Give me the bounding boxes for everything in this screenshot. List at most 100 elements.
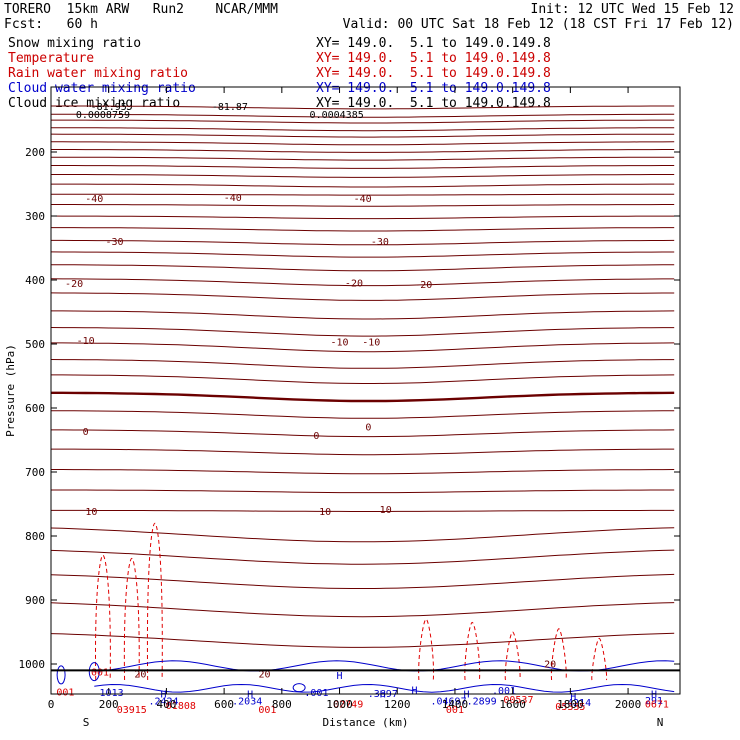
temperature-label: 10 — [319, 507, 331, 518]
rain-contour — [464, 621, 481, 681]
high-marker: H — [463, 689, 469, 700]
isotherm-line — [50, 251, 675, 258]
temperature-label: -30 — [105, 237, 123, 248]
extremum-label: 01808 — [166, 701, 196, 712]
field-temperature-xy: XY= 149.0. 5.1 to 149.0.149.8 — [316, 51, 551, 66]
y-tick-label: 1000 — [19, 658, 46, 671]
cloud-water-cell — [88, 662, 100, 682]
top-annotation: 0.0008759 — [76, 110, 130, 121]
field-snow-name: Snow mixing ratio — [8, 36, 142, 51]
extremum-label: 001 — [258, 705, 276, 716]
isotherm-line — [51, 374, 675, 384]
temperature-label: -20 — [414, 280, 432, 291]
y-tick-label: 600 — [25, 402, 45, 415]
extremum-label: 001 — [56, 688, 74, 699]
isotherm-line — [50, 215, 675, 220]
extremum-label: 001 — [91, 668, 109, 679]
extremum-label: 00537 — [503, 695, 533, 706]
temperature-label: 0 — [313, 431, 319, 442]
isotherm-line — [50, 527, 675, 543]
temperature-label: -20 — [345, 279, 363, 290]
isotherm-line — [51, 113, 675, 118]
x-axis-label: Distance (km) — [322, 716, 408, 729]
isotherm-line — [51, 174, 675, 178]
cloud-water-cell — [56, 665, 66, 685]
temperature-label: 20 — [544, 659, 556, 670]
field-cloud-water-xy: XY= 149.0. 5.1 to 149.0.149.8 — [316, 81, 551, 96]
temperature-label: -10 — [362, 337, 380, 348]
extremum-label: 03915 — [117, 705, 147, 716]
isotherm-line — [51, 227, 675, 232]
isotherm-line — [51, 509, 675, 512]
extremum-label: 05335 — [555, 702, 585, 713]
high-marker: H — [412, 686, 418, 697]
isotherm-line — [51, 119, 675, 124]
temperature-label: 10 — [380, 505, 392, 516]
isotherm-line — [51, 469, 675, 475]
x-tick-label: 2000 — [615, 698, 642, 711]
temperature-label: 20 — [134, 670, 146, 681]
rain-water-contours — [95, 522, 608, 681]
forecast-hour: Fcst: 60 h — [4, 17, 98, 32]
y-axis-label: Pressure (hPa) — [4, 344, 17, 437]
temperature-label: 20 — [258, 670, 270, 681]
x-tick-label: 0 — [48, 698, 55, 711]
isotherm-line — [50, 632, 675, 648]
rain-contour — [146, 522, 163, 681]
temperature-label: -40 — [85, 194, 103, 205]
isotherm-line — [51, 410, 675, 419]
field-rain-name: Rain water mixing ratio — [8, 66, 189, 81]
high-marker: H — [570, 692, 576, 703]
y-tick-label: 300 — [25, 210, 45, 223]
isotherm-line — [51, 489, 675, 494]
isotherm-line — [50, 573, 675, 589]
isotherm-line — [51, 429, 675, 438]
rain-contour — [95, 554, 111, 681]
x-tick-label: 1800 — [557, 698, 584, 711]
isotherm-line — [50, 359, 675, 369]
extremum-label: 001 — [446, 705, 464, 716]
south-end-label: S — [83, 716, 90, 729]
high-marker: H — [651, 689, 657, 700]
y-tick-label: 900 — [25, 594, 45, 607]
isotherm-line — [51, 149, 675, 153]
x-tick-label: 1200 — [384, 698, 411, 711]
temperature-label: -10 — [77, 336, 95, 347]
extremum-label: .2424 — [148, 696, 178, 707]
rain-contour — [550, 628, 567, 681]
north-end-label: N — [657, 716, 664, 729]
temperature-label: -20 — [65, 279, 83, 290]
x-tick-label: 800 — [272, 698, 292, 711]
field-temperature-name: Temperature — [8, 51, 95, 66]
extremum-label: .2034 — [232, 696, 262, 707]
init-time: Init: 12 UTC Wed 15 Feb 12 — [530, 2, 735, 17]
isotherm-line — [50, 602, 675, 618]
high-marker: H — [161, 689, 167, 700]
y-tick-label: 400 — [25, 274, 45, 287]
isotherm-line — [50, 133, 675, 138]
rain-contour — [591, 637, 608, 681]
isotherm-line — [51, 193, 675, 196]
temperature-label: -10 — [331, 337, 349, 348]
extremum-label: .04697.2899 — [430, 696, 496, 707]
x-tick-label: 200 — [99, 698, 119, 711]
top-annotation: -81.87 — [212, 102, 248, 113]
isotherm-line — [51, 183, 675, 188]
rain-contour — [418, 618, 435, 681]
temperature-label: -40 — [354, 194, 372, 205]
y-tick-label: 700 — [25, 466, 45, 479]
plot-border — [50, 86, 681, 695]
extremum-label: 291 — [645, 696, 663, 707]
temperature-label: 0 — [365, 423, 371, 434]
x-tick-label: 1000 — [326, 698, 353, 711]
cloud-water-contours — [56, 660, 675, 693]
isotherm-line — [50, 278, 675, 287]
temperature-label: -40 — [224, 193, 242, 204]
isotherm-line — [50, 127, 675, 132]
rain-contour — [504, 631, 521, 681]
header: TORERO 15km ARW Run2 NCAR/MMM Init: 12 U… — [0, 0, 740, 112]
field-rain-xy: XY= 149.0. 5.1 to 149.0.149.8 — [316, 66, 551, 81]
top-annotation: 0.0004385 — [310, 110, 364, 121]
isotherm-line — [50, 327, 675, 337]
